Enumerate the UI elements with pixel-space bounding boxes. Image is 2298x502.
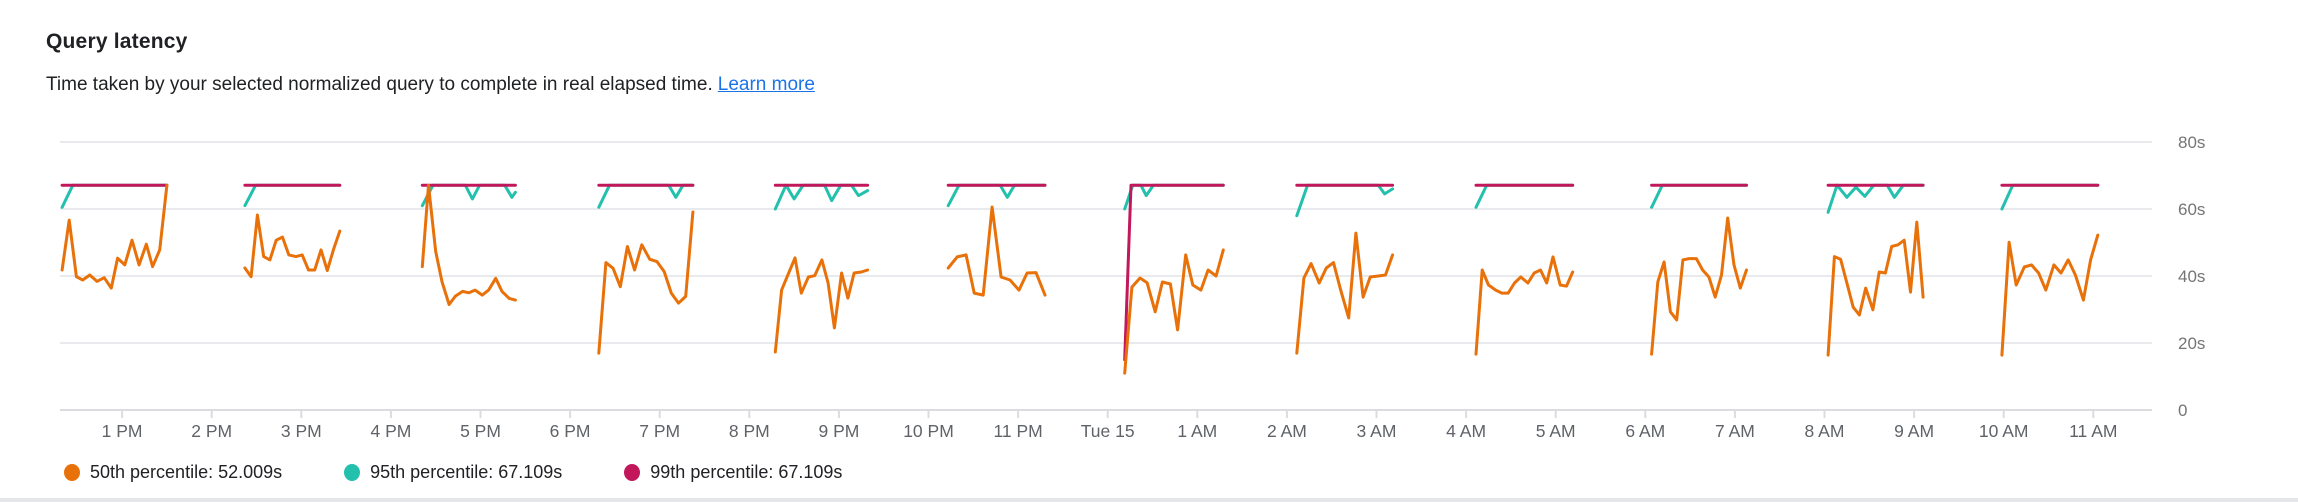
series-line-p95 [1826, 183, 1925, 214]
series-line-p50 [1650, 216, 1748, 356]
x-axis-tick-label: 3 AM [1357, 421, 1397, 441]
x-axis-tick-label: 8 PM [729, 421, 770, 441]
x-axis-tick-label: 11 AM [2069, 421, 2117, 441]
series-line-p95 [1123, 183, 1225, 211]
x-axis-tick-label: 10 PM [903, 421, 954, 441]
series-line-p99 [1123, 183, 1225, 362]
y-axis-tick-label: 0 [2178, 401, 2187, 420]
p95-legend-label: 95th percentile: 67.109s [370, 462, 563, 482]
series-line-p95 [243, 183, 342, 208]
x-axis-tick-label: Tue 15 [1081, 421, 1135, 441]
series-line-p95 [1650, 183, 1748, 209]
chart-legend: 50th percentile: 52.009s 95th percentile… [64, 462, 842, 483]
x-axis-tick-label: 7 PM [639, 421, 680, 441]
x-axis-tick-label: 5 AM [1536, 421, 1576, 441]
y-axis-tick-label: 20s [2178, 334, 2205, 353]
series-line-p95 [597, 183, 695, 209]
series-line-p95 [773, 183, 870, 211]
legend-item-p99: 99th percentile: 67.109s [624, 462, 842, 483]
p99-legend-dot-icon [624, 464, 641, 481]
x-axis-tick-label: 5 PM [460, 421, 501, 441]
x-axis-tick-label: 6 AM [1625, 421, 1665, 441]
chart-description: Time taken by your selected normalized q… [46, 74, 815, 96]
x-axis-tick-label: 9 PM [818, 421, 859, 441]
legend-item-p50: 50th percentile: 52.009s [64, 462, 282, 483]
series-line-p50 [773, 256, 870, 354]
series-line-p50 [60, 183, 169, 290]
y-axis-tick-label: 80s [2178, 133, 2205, 152]
x-axis-tick-label: 11 PM [993, 421, 1042, 441]
x-axis-tick-label: 2 AM [1267, 421, 1307, 441]
series-line-p50 [420, 183, 517, 306]
y-axis-tick-label: 60s [2178, 200, 2205, 219]
series-line-p50 [1474, 255, 1575, 356]
series-line-p50 [1826, 220, 1925, 357]
x-axis-tick-label: 1 AM [1177, 421, 1217, 441]
series-line-p95 [1474, 183, 1575, 209]
p99-legend-label: 99th percentile: 67.109s [650, 462, 843, 482]
series-line-p50 [2000, 233, 2100, 357]
series-line-p95 [2000, 183, 2100, 211]
p95-legend-dot-icon [344, 464, 361, 481]
x-axis-tick-label: 3 PM [281, 421, 322, 441]
x-axis-tick-label: 4 PM [370, 421, 411, 441]
series-line-p95 [946, 183, 1047, 208]
series-line-p95 [60, 183, 169, 209]
series-line-p50 [1123, 248, 1225, 375]
x-axis-tick-label: 4 AM [1446, 421, 1486, 441]
p50-legend-label: 50th percentile: 52.009s [90, 462, 283, 482]
x-axis-tick-label: 2 PM [191, 421, 232, 441]
x-axis-tick-label: 10 AM [1979, 421, 2029, 441]
x-axis-tick-label: 6 PM [550, 421, 591, 441]
series-line-p95 [420, 183, 517, 208]
x-axis-tick-label: 7 AM [1715, 421, 1755, 441]
bottom-divider [0, 498, 2298, 502]
series-line-p50 [597, 210, 695, 355]
p50-legend-dot-icon [64, 464, 80, 481]
learn-more-link[interactable]: Learn more [717, 74, 815, 95]
x-axis-tick-label: 1 PM [102, 421, 143, 441]
chart-description-text: Time taken by your selected normalized q… [46, 74, 713, 95]
y-axis-tick-label: 40s [2178, 267, 2205, 286]
x-axis-tick-label: 8 AM [1805, 421, 1845, 441]
page-title: Query latency [46, 30, 188, 53]
series-line-p50 [946, 205, 1047, 297]
legend-item-p95: 95th percentile: 67.109s [344, 462, 562, 483]
series-line-p50 [243, 213, 342, 279]
series-line-p50 [1295, 231, 1395, 355]
x-axis-tick-label: 9 AM [1894, 421, 1934, 441]
series-line-p95 [1295, 183, 1395, 218]
